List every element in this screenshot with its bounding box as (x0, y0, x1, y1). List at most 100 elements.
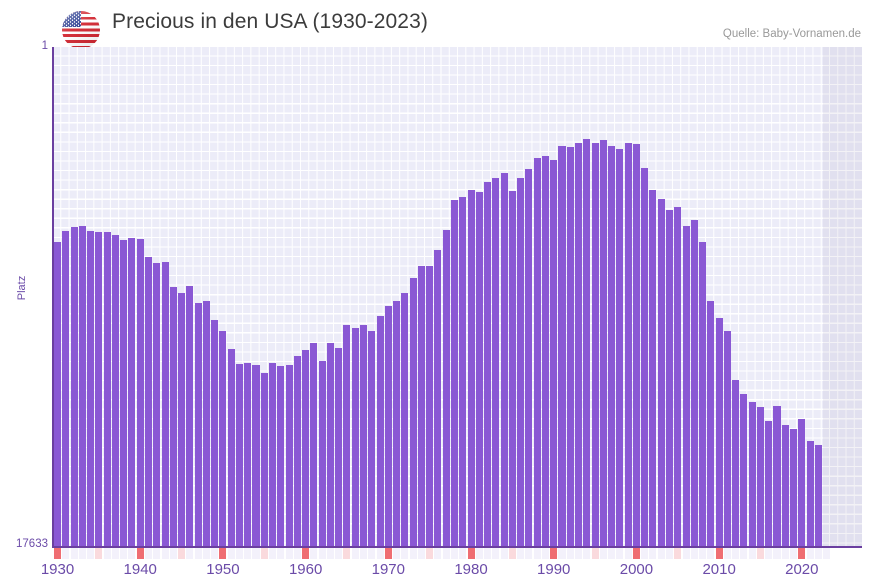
tick-minor (806, 548, 814, 559)
tick-minor (566, 548, 574, 559)
tick-minor (417, 548, 425, 559)
chart-header: Precious in den USA (1930-2023) Quelle: … (0, 0, 873, 49)
bar (765, 421, 773, 547)
x-axis-tick-label: 2010 (702, 561, 736, 578)
bar (227, 348, 235, 547)
tick-mid (343, 548, 351, 559)
no-data-shaded-region (823, 47, 862, 547)
tick-minor (732, 548, 740, 559)
tick-minor (351, 548, 359, 559)
tick-major (798, 548, 806, 559)
us-flag-circle-icon (62, 11, 100, 49)
bar (136, 239, 144, 547)
x-axis-tick-label: 1990 (537, 561, 571, 578)
bar (252, 365, 260, 547)
bar (740, 394, 748, 547)
bar (690, 219, 698, 547)
bar (806, 440, 814, 547)
tick-minor (649, 548, 657, 559)
bar (533, 158, 541, 547)
tick-minor (186, 548, 194, 559)
bar (790, 429, 798, 547)
bar (475, 191, 483, 547)
tick-minor (227, 548, 235, 559)
bar (235, 364, 243, 547)
bar (558, 145, 566, 547)
bar (186, 286, 194, 547)
tick-major (219, 548, 227, 559)
tick-minor (765, 548, 773, 559)
bar (384, 305, 392, 547)
bar (401, 293, 409, 547)
bar (211, 319, 219, 547)
bar (70, 226, 78, 547)
x-axis-tick-label: 2020 (785, 561, 819, 578)
bar (62, 230, 70, 547)
tick-minor (723, 548, 731, 559)
tick-minor (773, 548, 781, 559)
tick-major (302, 548, 310, 559)
bar (583, 138, 591, 547)
tick-mid (674, 548, 682, 559)
bar (492, 177, 500, 547)
tick-mid (95, 548, 103, 559)
tick-minor (500, 548, 508, 559)
tick-minor (326, 548, 334, 559)
bar (434, 250, 442, 547)
tick-minor (393, 548, 401, 559)
bar (409, 278, 417, 547)
plot-area (53, 47, 862, 547)
tick-minor (823, 548, 831, 559)
tick-minor (293, 548, 301, 559)
bar (376, 315, 384, 547)
bar (657, 198, 665, 547)
tick-minor (103, 548, 111, 559)
tick-minor (211, 548, 219, 559)
x-axis-tick-label: 2000 (619, 561, 654, 578)
tick-minor (318, 548, 326, 559)
bar (608, 145, 616, 547)
bar (103, 232, 111, 547)
tick-minor (111, 548, 119, 559)
x-axis-tick-label: 1960 (288, 561, 323, 578)
bar (550, 159, 558, 547)
tick-minor (624, 548, 632, 559)
tick-minor (78, 548, 86, 559)
bar (517, 177, 525, 547)
tick-minor (252, 548, 260, 559)
tick-mid (426, 548, 434, 559)
tick-minor (409, 548, 417, 559)
bar (508, 190, 516, 547)
tick-minor (707, 548, 715, 559)
x-axis-tick-label: 1970 (371, 561, 405, 578)
tick-minor (87, 548, 95, 559)
tick-minor (682, 548, 690, 559)
tick-minor (657, 548, 665, 559)
bar (285, 365, 293, 547)
bar (359, 324, 368, 547)
tick-major (715, 548, 723, 559)
tick-minor (285, 548, 293, 559)
bar (302, 350, 310, 547)
tick-minor (484, 548, 492, 559)
bar (343, 324, 351, 547)
bar-series (53, 47, 862, 547)
bar (541, 155, 549, 547)
tick-major (384, 548, 392, 559)
page-title: Precious in den USA (1930-2023) (112, 10, 428, 33)
x-axis-tick-label: 1940 (123, 561, 157, 578)
tick-minor (575, 548, 583, 559)
y-axis-line (52, 47, 54, 548)
tick-minor (62, 548, 70, 559)
bar (682, 225, 690, 547)
tick-minor (599, 548, 607, 559)
tick-minor (269, 548, 277, 559)
tick-minor (194, 548, 202, 559)
bar (144, 256, 153, 547)
bar (326, 343, 334, 547)
tick-minor (781, 548, 789, 559)
tick-minor (517, 548, 525, 559)
bar (616, 149, 624, 547)
tick-minor (558, 548, 566, 559)
